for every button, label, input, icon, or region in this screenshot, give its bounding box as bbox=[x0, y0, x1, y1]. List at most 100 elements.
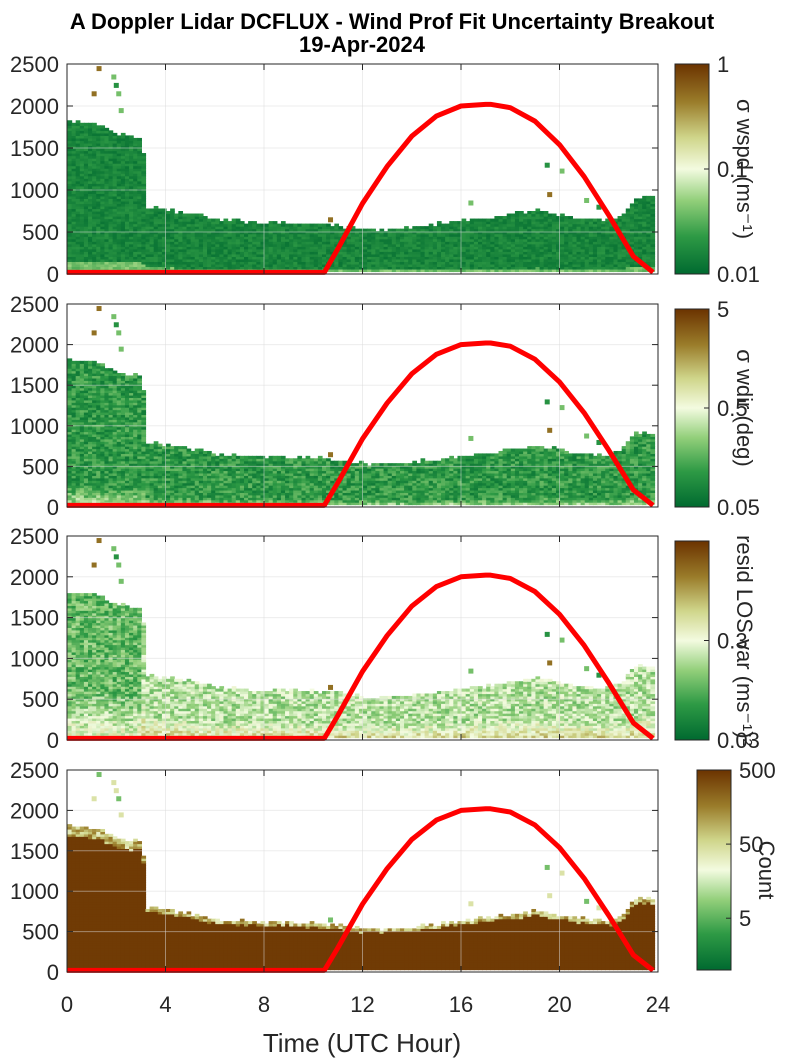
heatmap-cell bbox=[137, 261, 142, 265]
heatmap-cell bbox=[289, 223, 294, 227]
heatmap-cell bbox=[166, 256, 171, 260]
heatmap-cell bbox=[96, 135, 101, 139]
heatmap-cell bbox=[116, 263, 122, 268]
heatmap-cell bbox=[100, 248, 106, 252]
heatmap-cell bbox=[67, 216, 73, 220]
heatmap-cell bbox=[79, 168, 85, 172]
heatmap-cell bbox=[486, 218, 491, 222]
heatmap-cell bbox=[71, 190, 77, 194]
heatmap-cell bbox=[153, 231, 159, 235]
heatmap-cell bbox=[96, 228, 101, 232]
heatmap-cell bbox=[137, 173, 142, 177]
heatmap-cell bbox=[79, 200, 85, 205]
heatmap-cell bbox=[137, 168, 142, 172]
colorbar-label: σ wspd (ms⁻¹) bbox=[732, 99, 757, 239]
heatmap-cell bbox=[92, 158, 97, 162]
heatmap-cell bbox=[112, 132, 118, 136]
heatmap-cell bbox=[293, 223, 298, 227]
heatmap-cell bbox=[108, 261, 114, 265]
heatmap-cell bbox=[116, 200, 122, 205]
heatmap-cell bbox=[75, 211, 81, 215]
heatmap-cell bbox=[129, 263, 134, 268]
heatmap-cell bbox=[71, 125, 77, 129]
heatmap-cell bbox=[108, 173, 114, 177]
heatmap-cell bbox=[137, 251, 142, 255]
heatmap-cell bbox=[638, 198, 643, 202]
heatmap-cell bbox=[297, 223, 303, 227]
heatmap-cell bbox=[112, 256, 118, 260]
heatmap-cell bbox=[112, 203, 118, 207]
heatmap-cell bbox=[330, 226, 335, 230]
heatmap-cell bbox=[202, 216, 208, 220]
heatmap-cell bbox=[129, 205, 134, 210]
heatmap-cell bbox=[83, 135, 89, 139]
heatmap-cell bbox=[166, 241, 171, 245]
heatmap-cell bbox=[166, 238, 171, 242]
heatmap-cell bbox=[124, 236, 130, 240]
heatmap-cell bbox=[129, 163, 134, 167]
heatmap-cell bbox=[88, 256, 93, 260]
heatmap-cell bbox=[129, 228, 134, 232]
heatmap-cell bbox=[88, 165, 93, 169]
heatmap-cell bbox=[67, 130, 73, 134]
heatmap-cell bbox=[83, 360, 89, 364]
heatmap-cell bbox=[104, 130, 110, 134]
heatmap-cell bbox=[235, 218, 241, 222]
heatmap-cell bbox=[129, 251, 134, 255]
heatmap-cell bbox=[141, 163, 147, 167]
heatmap-cell bbox=[96, 258, 101, 262]
heatmap-cell bbox=[79, 170, 85, 174]
heatmap-cell bbox=[108, 142, 114, 147]
heatmap-cell bbox=[71, 148, 77, 152]
heatmap-cell bbox=[83, 238, 89, 242]
heatmap-cell bbox=[96, 251, 101, 255]
heatmap-cell bbox=[104, 248, 110, 252]
heatmap-cell bbox=[92, 248, 97, 252]
heatmap-cell bbox=[264, 223, 270, 227]
heatmap-cell bbox=[137, 226, 142, 230]
heatmap-cell bbox=[170, 208, 175, 212]
heatmap-cell bbox=[133, 263, 138, 268]
heatmap-cell bbox=[75, 168, 81, 172]
heatmap-cell bbox=[170, 233, 175, 237]
heatmap-cell bbox=[88, 122, 93, 126]
heatmap-cell bbox=[88, 148, 93, 152]
heatmap-cell bbox=[108, 258, 114, 262]
heatmap-cell bbox=[412, 226, 418, 230]
heatmap-cell bbox=[157, 231, 163, 235]
heatmap-cell bbox=[79, 155, 85, 159]
heatmap-cell bbox=[116, 236, 122, 240]
heatmap-cell bbox=[133, 140, 138, 144]
heatmap-cell bbox=[145, 211, 151, 215]
heatmap-cell bbox=[153, 213, 159, 217]
heatmap-cell bbox=[104, 231, 110, 235]
heatmap-cell bbox=[67, 231, 73, 235]
heatmap-cell bbox=[120, 142, 126, 147]
heatmap-cell bbox=[174, 241, 179, 245]
heatmap-cell bbox=[88, 246, 93, 250]
heatmap-cell bbox=[137, 137, 142, 142]
heatmap-cell bbox=[129, 256, 134, 260]
heatmap-cell bbox=[100, 150, 106, 154]
heatmap-cell bbox=[322, 223, 327, 227]
heatmap-cell bbox=[75, 142, 81, 147]
heatmap-cell bbox=[71, 208, 77, 212]
heatmap-cell bbox=[88, 195, 93, 199]
heatmap-cell bbox=[92, 127, 97, 131]
heatmap-outlier bbox=[111, 74, 117, 80]
heatmap-cell bbox=[305, 223, 311, 227]
heatmap-cell bbox=[67, 142, 73, 147]
heatmap-cell bbox=[108, 213, 114, 217]
heatmap-cell bbox=[67, 213, 73, 217]
heatmap-cell bbox=[75, 178, 81, 182]
heatmap-cell bbox=[83, 198, 89, 202]
heatmap-cell bbox=[145, 233, 151, 237]
heatmap-cell bbox=[149, 251, 155, 255]
heatmap-cell bbox=[92, 213, 97, 217]
heatmap-cell bbox=[120, 251, 126, 255]
heatmap-cell bbox=[137, 163, 142, 167]
heatmap-cell bbox=[71, 137, 77, 142]
heatmap-cell bbox=[120, 205, 126, 210]
heatmap-cell bbox=[100, 130, 106, 134]
heatmap-cell bbox=[141, 213, 147, 217]
